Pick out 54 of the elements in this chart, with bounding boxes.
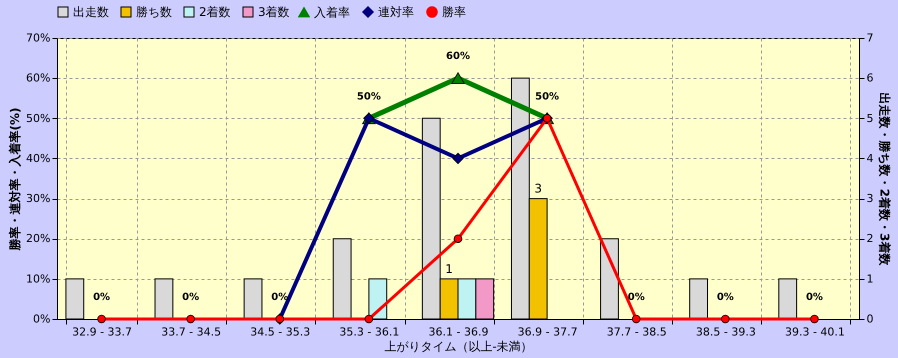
legend-label: 2着数 bbox=[199, 5, 231, 19]
data-label: 1 bbox=[445, 262, 453, 276]
y-axis-title: 勝率・連対率・入着率(%) bbox=[8, 108, 22, 252]
x-tick-label: 37.7 - 38.5 bbox=[606, 326, 667, 338]
data-label: 0% bbox=[93, 292, 110, 303]
y2-tick-label: 1 bbox=[866, 272, 874, 286]
y2-axis-title: 出走数・勝ち数・2着数・3着数 bbox=[878, 92, 892, 266]
y2-tick-label: 6 bbox=[866, 72, 874, 85]
y2-tick-label: 7 bbox=[866, 32, 874, 44]
point bbox=[97, 314, 106, 324]
data-label: 0% bbox=[628, 292, 645, 303]
legend-label: 入着率 bbox=[314, 5, 350, 20]
point bbox=[454, 234, 462, 243]
y2-tick-label: 4 bbox=[866, 152, 874, 165]
legend-label: 勝ち数 bbox=[136, 5, 172, 19]
data-label: 0% bbox=[806, 292, 823, 303]
data-label: 50% bbox=[535, 91, 560, 102]
legend-label: 出走数 bbox=[73, 5, 109, 19]
point bbox=[364, 314, 374, 324]
x-tick-label: 36.1 - 36.9 bbox=[428, 326, 488, 338]
y2-tick-label: 3 bbox=[866, 192, 874, 206]
legend-label: 勝率 bbox=[442, 5, 466, 19]
x-tick-label: 39.3 - 40.1 bbox=[784, 326, 845, 338]
data-label: 60% bbox=[446, 51, 470, 62]
y-tick-label: 40% bbox=[26, 152, 50, 165]
x-tick-label: 32.9 - 33.7 bbox=[72, 326, 132, 338]
x-axis-title: 上がりタイム（以上-未満） bbox=[384, 340, 533, 354]
y-tick-label: 50% bbox=[26, 112, 50, 125]
point bbox=[451, 72, 465, 84]
y-tick-label: 0% bbox=[33, 312, 50, 326]
y-tick-label: 10% bbox=[26, 272, 50, 286]
y-tick-label: 70% bbox=[26, 32, 50, 44]
x-tick-label: 34.5 - 35.3 bbox=[250, 326, 310, 338]
point bbox=[810, 314, 819, 324]
x-tick-label: 36.9 - 37.7 bbox=[518, 326, 578, 338]
point bbox=[632, 314, 640, 324]
y-tick-label: 20% bbox=[26, 232, 50, 246]
x-tick-label: 38.5 - 39.3 bbox=[696, 326, 756, 338]
y2-tick-label: 2 bbox=[866, 232, 874, 246]
y2-tick-label: 5 bbox=[866, 112, 874, 125]
data-label: 50% bbox=[356, 91, 381, 102]
legend-label: 連対率 bbox=[378, 5, 414, 19]
point bbox=[186, 314, 195, 324]
y2-tick-label: 0 bbox=[866, 312, 874, 326]
data-label: 3 bbox=[534, 182, 542, 196]
point bbox=[452, 152, 464, 164]
point bbox=[721, 314, 730, 324]
y-tick-label: 30% bbox=[26, 192, 50, 206]
data-label: 0% bbox=[716, 292, 734, 303]
x-tick-label: 33.7 - 34.5 bbox=[161, 326, 222, 338]
y-tick-label: 60% bbox=[26, 72, 50, 85]
data-label: 0% bbox=[182, 292, 200, 303]
x-tick-label: 35.3 - 36.1 bbox=[339, 326, 400, 338]
legend-label: 3着数 bbox=[258, 5, 290, 19]
